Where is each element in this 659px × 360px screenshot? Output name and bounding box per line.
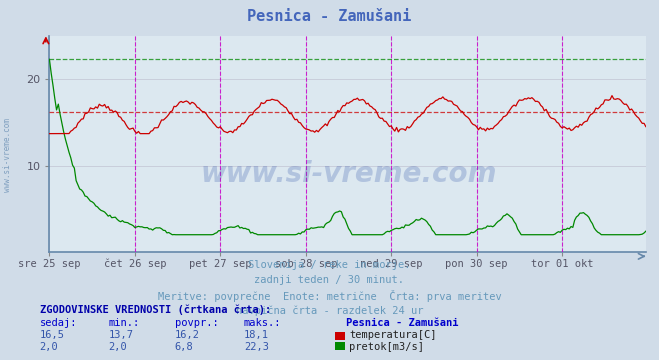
Text: 2,0: 2,0	[40, 342, 58, 352]
Text: navpična črta - razdelek 24 ur: navpična črta - razdelek 24 ur	[236, 305, 423, 316]
Text: povpr.:: povpr.:	[175, 318, 218, 328]
Text: 2,0: 2,0	[109, 342, 127, 352]
Text: min.:: min.:	[109, 318, 140, 328]
Text: 16,2: 16,2	[175, 330, 200, 341]
Text: Pesnica - Zamušani: Pesnica - Zamušani	[247, 9, 412, 24]
Text: 16,5: 16,5	[40, 330, 65, 341]
Text: Pesnica - Zamušani: Pesnica - Zamušani	[346, 318, 459, 328]
Text: 13,7: 13,7	[109, 330, 134, 341]
Text: zadnji teden / 30 minut.: zadnji teden / 30 minut.	[254, 275, 405, 285]
Text: www.si-vreme.com: www.si-vreme.com	[3, 118, 13, 192]
Text: Slovenija / reke in morje.: Slovenija / reke in morje.	[248, 260, 411, 270]
Text: www.si-vreme.com: www.si-vreme.com	[200, 160, 497, 188]
Text: maks.:: maks.:	[244, 318, 281, 328]
Text: Meritve: povprečne  Enote: metrične  Črta: prva meritev: Meritve: povprečne Enote: metrične Črta:…	[158, 290, 501, 302]
Text: sedaj:: sedaj:	[40, 318, 77, 328]
Text: temperatura[C]: temperatura[C]	[349, 330, 437, 341]
Text: 18,1: 18,1	[244, 330, 269, 341]
Text: ZGODOVINSKE VREDNOSTI (črtkana črta):: ZGODOVINSKE VREDNOSTI (črtkana črta):	[40, 304, 271, 315]
Text: 22,3: 22,3	[244, 342, 269, 352]
Text: pretok[m3/s]: pretok[m3/s]	[349, 342, 424, 352]
Text: 6,8: 6,8	[175, 342, 193, 352]
